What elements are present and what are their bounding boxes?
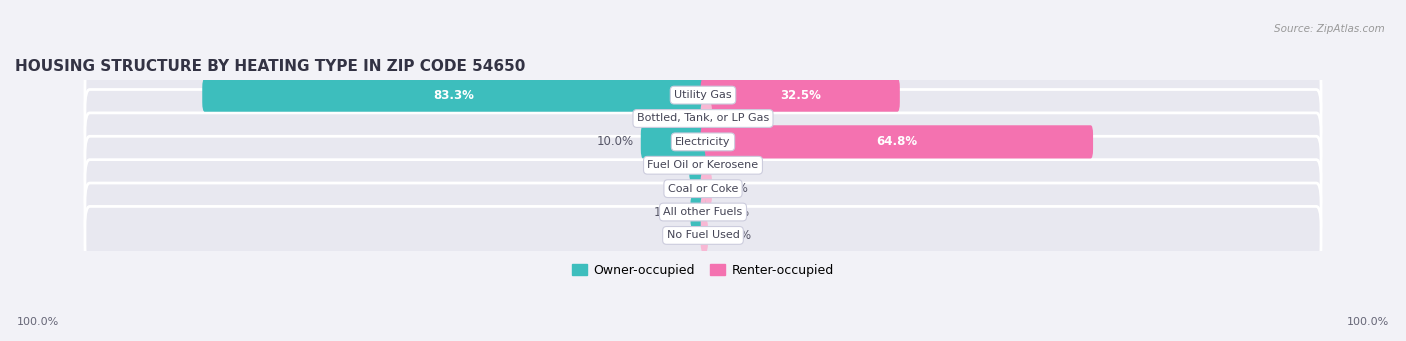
FancyBboxPatch shape <box>700 219 709 252</box>
FancyBboxPatch shape <box>84 206 1322 264</box>
FancyBboxPatch shape <box>682 102 706 135</box>
Text: 10.0%: 10.0% <box>598 135 634 148</box>
FancyBboxPatch shape <box>84 183 1322 241</box>
Text: 3.1%: 3.1% <box>645 112 675 125</box>
Text: All other Fuels: All other Fuels <box>664 207 742 217</box>
FancyBboxPatch shape <box>700 195 706 228</box>
FancyBboxPatch shape <box>84 89 1322 148</box>
Text: Coal or Coke: Coal or Coke <box>668 184 738 194</box>
Text: 1.1%: 1.1% <box>718 112 748 125</box>
FancyBboxPatch shape <box>84 160 1322 218</box>
FancyBboxPatch shape <box>700 102 711 135</box>
FancyBboxPatch shape <box>700 125 1092 159</box>
FancyBboxPatch shape <box>690 195 706 228</box>
FancyBboxPatch shape <box>202 78 706 112</box>
Text: HOUSING STRUCTURE BY HEATING TYPE IN ZIP CODE 54650: HOUSING STRUCTURE BY HEATING TYPE IN ZIP… <box>15 59 526 74</box>
Text: Utility Gas: Utility Gas <box>675 90 731 100</box>
Text: 1.1%: 1.1% <box>718 182 748 195</box>
Text: 0.0%: 0.0% <box>665 229 695 242</box>
Text: 64.8%: 64.8% <box>876 135 917 148</box>
FancyBboxPatch shape <box>84 136 1322 194</box>
Text: No Fuel Used: No Fuel Used <box>666 231 740 240</box>
Text: 1.9%: 1.9% <box>652 159 683 172</box>
Text: 0.0%: 0.0% <box>665 182 695 195</box>
Text: Source: ZipAtlas.com: Source: ZipAtlas.com <box>1274 24 1385 34</box>
Text: Bottled, Tank, or LP Gas: Bottled, Tank, or LP Gas <box>637 114 769 123</box>
FancyBboxPatch shape <box>84 113 1322 171</box>
Text: 0.43%: 0.43% <box>714 229 752 242</box>
Text: 100.0%: 100.0% <box>1347 317 1389 327</box>
FancyBboxPatch shape <box>700 172 711 205</box>
Text: 100.0%: 100.0% <box>17 317 59 327</box>
Text: 0.06%: 0.06% <box>713 206 749 219</box>
Text: Electricity: Electricity <box>675 137 731 147</box>
Text: 0.0%: 0.0% <box>711 159 741 172</box>
Text: 83.3%: 83.3% <box>433 89 474 102</box>
FancyBboxPatch shape <box>641 125 706 159</box>
FancyBboxPatch shape <box>689 149 706 182</box>
Legend: Owner-occupied, Renter-occupied: Owner-occupied, Renter-occupied <box>568 259 838 282</box>
FancyBboxPatch shape <box>700 78 900 112</box>
FancyBboxPatch shape <box>84 66 1322 124</box>
Text: 32.5%: 32.5% <box>780 89 821 102</box>
Text: Fuel Oil or Kerosene: Fuel Oil or Kerosene <box>647 160 759 170</box>
Text: 1.7%: 1.7% <box>654 206 683 219</box>
